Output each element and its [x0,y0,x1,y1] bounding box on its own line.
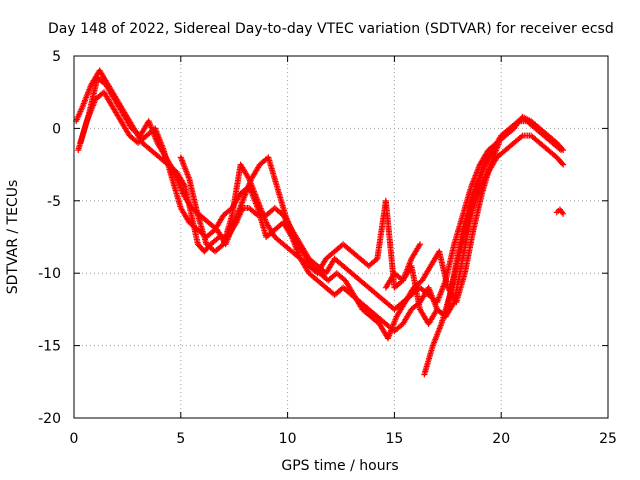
data-point-marker [560,210,567,217]
data-point-marker [417,241,424,248]
y-tick-label: 0 [52,121,61,137]
y-tick-label: -5 [47,194,61,210]
data-point-marker [560,161,567,168]
data-point-marker [558,147,565,154]
y-tick-label: -15 [38,339,61,355]
x-axis-label: GPS time / hours [281,458,398,474]
x-tick-label: 25 [599,431,617,447]
series-track-5 [382,241,424,291]
chart-title: Day 148 of 2022, Sidereal Day-to-day VTE… [48,21,614,37]
y-axis-tick-labels: 5 0 -5 -10 -15 -20 [38,49,61,427]
axis-ticks [73,55,609,419]
series-track-7 [553,206,567,217]
data-points [73,67,567,378]
plot-frame [73,55,609,419]
y-tick-label: -10 [38,266,61,282]
x-axis-tick-labels: 0 5 10 15 20 25 [70,431,617,447]
series-track-6 [421,118,565,378]
grid [74,56,608,418]
y-tick-label: 5 [52,49,61,65]
x-tick-label: 5 [176,431,185,447]
x-tick-label: 15 [385,431,403,447]
x-tick-label: 10 [279,431,297,447]
y-tick-label: -20 [38,411,61,427]
x-tick-label: 0 [70,431,79,447]
x-tick-label: 20 [492,431,510,447]
data-point-marker [559,160,566,167]
series-track-4 [177,139,500,327]
y-axis-label: SDTVAR / TECUs [5,180,21,295]
